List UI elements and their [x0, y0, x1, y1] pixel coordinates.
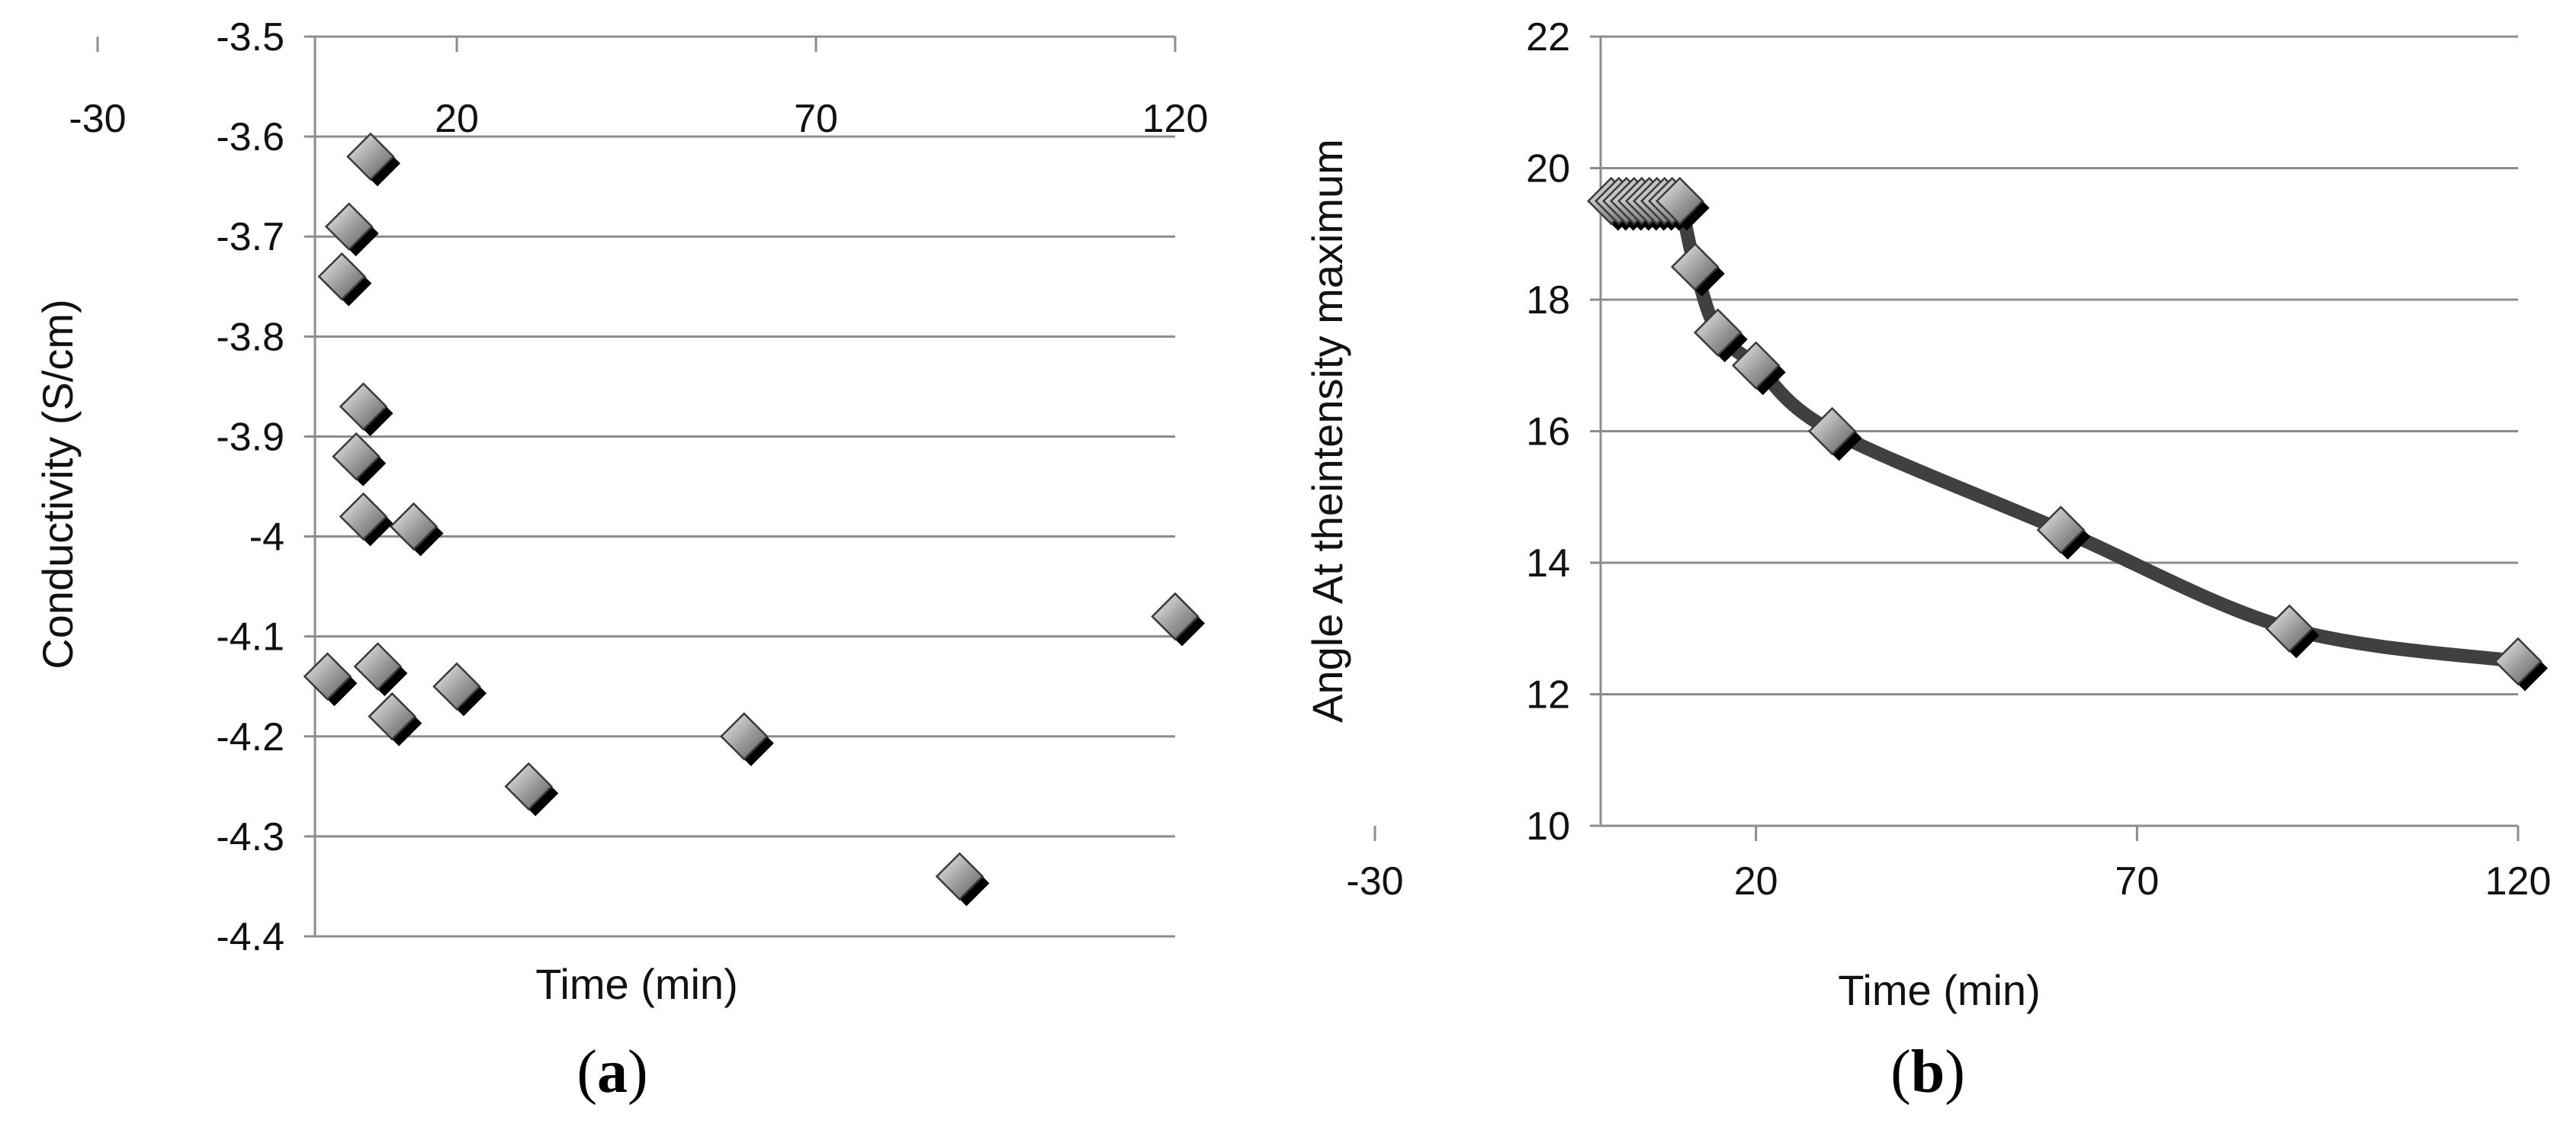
axes-b: [1373, 37, 2520, 841]
a-point-6: [389, 502, 444, 557]
y-tick-label-b-1: 12: [1526, 673, 1570, 718]
chart-panel-b: 10 12 14 16 18 20 22 -30 20 70 120 Angle At thein…: [1303, 15, 2551, 1106]
y-tick-label-a-4: -3.9: [216, 415, 284, 459]
a-point-13: [935, 852, 990, 907]
series-line-path-b: [1604, 189, 2525, 669]
a-point-10: [432, 662, 487, 717]
a-point-3: [339, 382, 393, 437]
y-tick-label-a-0: -3.5: [216, 15, 284, 59]
gridlines-b: [1590, 35, 2518, 827]
a-point-5: [339, 492, 393, 547]
a-point-12: [720, 712, 774, 766]
y-tick-label-b-3: 16: [1526, 410, 1570, 454]
x-tick-label-a-3: 120: [1142, 97, 1209, 141]
b-point-15: [2265, 604, 2320, 659]
x-tick-labels-a: -30 20 70 120: [69, 97, 1208, 141]
a-point-1: [324, 202, 379, 257]
y-tick-label-a-8: -4.3: [216, 815, 284, 859]
x-tick-label-a-2: 70: [794, 97, 838, 141]
y-tick-label-b-6: 22: [1526, 15, 1570, 59]
y-tick-label-b-4: 18: [1526, 278, 1570, 323]
b-point-13: [1807, 406, 1862, 461]
x-axis-title-b: Time (min): [1838, 966, 2040, 1014]
a-point-2: [317, 252, 372, 307]
y-axis-title-b: Angle At theintensity maximum: [1303, 139, 1351, 723]
a-point-7: [303, 652, 358, 707]
a-point-8: [353, 642, 408, 696]
chart-panel-a: -3.5 -3.6 -3.7 -3.8 -3.9 -4 -4.1 -4.2 -4.3 -4.4 -…: [34, 15, 1208, 1106]
x-tick-label-a-1: 20: [435, 97, 479, 141]
axes-a: [96, 37, 1177, 936]
y-tick-labels-a: -3.5 -3.6 -3.7 -3.8 -3.9 -4 -4.1 -4.2 -4.3 -4.4: [216, 15, 284, 959]
y-tick-label-a-5: -4: [249, 515, 284, 560]
a-point-14: [1151, 592, 1205, 647]
panel-label-a: (a): [577, 1039, 647, 1106]
gridlines-a: [304, 35, 1175, 938]
y-tick-label-a-2: -3.7: [216, 215, 284, 259]
y-axis-title-a: Conductivity (S/cm): [34, 299, 82, 669]
x-tick-labels-b: -30 20 70 120: [1346, 859, 2551, 904]
y-tick-label-a-7: -4.2: [216, 715, 284, 759]
x-tick-label-b-3: 120: [2485, 859, 2552, 904]
b-point-9: [1655, 176, 1710, 231]
a-point-9: [368, 692, 422, 747]
b-point-12: [1731, 341, 1786, 396]
a-point-4: [332, 432, 387, 486]
y-tick-label-b-5: 20: [1526, 147, 1570, 191]
line-points-b: [1587, 176, 2548, 692]
b-point-10: [1670, 242, 1725, 297]
y-tick-labels-b: 10 12 14 16 18 20 22: [1526, 15, 1570, 849]
y-tick-label-a-6: -4.1: [216, 615, 284, 660]
b-point-16: [2494, 637, 2548, 692]
a-point-11: [504, 762, 559, 817]
a-point-0: [346, 132, 400, 187]
y-tick-label-b-2: 14: [1526, 541, 1570, 586]
x-tick-label-a-0: -30: [69, 97, 126, 141]
x-tick-label-b-1: 20: [1734, 859, 1778, 904]
b-point-11: [1693, 308, 1748, 363]
y-tick-label-b-0: 10: [1526, 804, 1570, 849]
y-tick-label-a-3: -3.8: [216, 315, 284, 359]
x-tick-label-b-2: 70: [2115, 859, 2159, 904]
x-tick-label-b-0: -30: [1346, 859, 1403, 904]
b-point-14: [2036, 506, 2091, 560]
panel-label-b: (b): [1890, 1039, 1965, 1106]
series-line-b: [1604, 189, 2525, 669]
x-axis-title-a: Time (min): [535, 960, 737, 1008]
y-tick-label-a-1: -3.6: [216, 115, 284, 159]
y-tick-label-a-9: -4.4: [216, 915, 284, 959]
scatter-points-a: [303, 132, 1205, 907]
